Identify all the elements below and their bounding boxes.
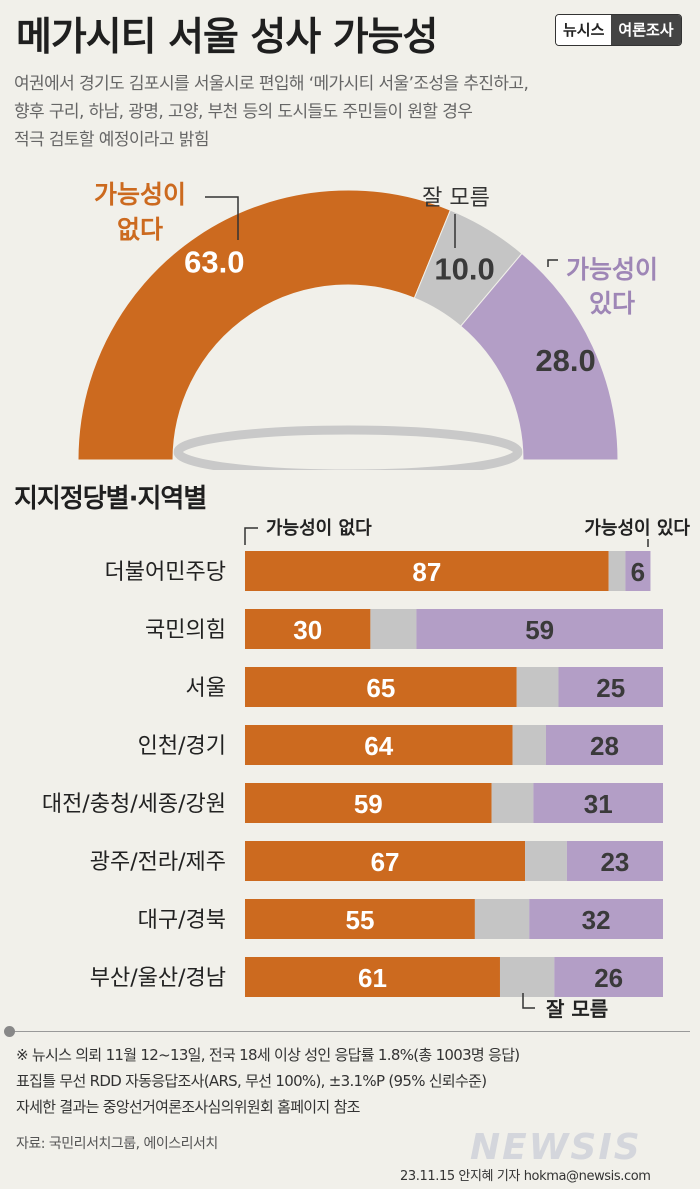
subtitle: 여권에서 경기도 김포시를 서울시로 편입해 ‘메가시티 서울’조성을 추진하고… — [14, 70, 694, 154]
note-line: 표집틀 무선 RDD 자동응답조사(ARS, 무선 100%), ±3.1%P … — [16, 1072, 487, 1090]
bar-segment-possible — [533, 783, 663, 823]
legend-label: 가능성이 — [566, 255, 658, 284]
bar-segment-unknown — [491, 783, 534, 823]
legend-label: 없다 — [117, 215, 163, 244]
bar-value-label: 64 — [364, 731, 393, 761]
callout-line — [522, 993, 535, 1009]
bar-segment-possible — [529, 899, 663, 939]
subtitle-line: 적극 검토할 예정이라고 밝힘 — [14, 130, 210, 150]
bar-segment-unknown — [370, 609, 417, 649]
category-label: 더불어민주당 — [105, 560, 226, 585]
category-label: 인천/경기 — [138, 734, 226, 759]
category-label: 대전/충청/세종/강원 — [42, 792, 226, 817]
callout-line — [205, 196, 239, 240]
category-label: 서울 — [186, 676, 226, 701]
bar-segment-possible — [625, 551, 651, 591]
brand-badge: 뉴시스 여론조사 — [555, 14, 682, 46]
bar-value-label: 32 — [582, 905, 611, 935]
legend-label: 있다 — [589, 289, 635, 318]
subtitle-line: 향후 구리, 하남, 광명, 고양, 부천 등의 도시들도 주민들이 원할 경우 — [14, 102, 473, 122]
bar-segment-impossible — [245, 551, 609, 591]
credit-text: 23.11.15 안지혜 기자 hokma@newsis.com — [400, 1169, 651, 1184]
category-label: 광주/전라/제주 — [90, 850, 226, 875]
slice-value-label: 28.0 — [535, 343, 595, 378]
bar-segment-impossible — [245, 957, 500, 997]
bar-segment-impossible — [245, 899, 475, 939]
note-line: ※ 뉴시스 의뢰 11월 12~13일, 전국 18세 이상 성인 응답률 1.… — [16, 1046, 520, 1064]
category-label: 부산/울산/경남 — [90, 966, 226, 991]
legend-label: 잘 모름 — [422, 186, 490, 211]
brand-name: 뉴시스 — [556, 15, 612, 45]
subtitle-line: 여권에서 경기도 김포시를 서울시로 편입해 ‘메가시티 서울’조성을 추진하고… — [14, 74, 529, 94]
callout-line — [547, 259, 558, 267]
bar-segment-unknown — [516, 667, 559, 707]
bar-segment-unknown — [512, 725, 546, 765]
bar-segment-impossible — [245, 725, 513, 765]
bar-value-label: 67 — [371, 847, 400, 877]
bar-segment-possible — [416, 609, 663, 649]
page-title: 메가시티 서울 성사 가능성 — [16, 15, 438, 60]
bar-value-label: 28 — [590, 731, 619, 761]
source-text: 자료: 국민리서치그룹, 에이스리서치 — [16, 1136, 218, 1152]
bar-segment-impossible — [245, 667, 517, 707]
bar-value-label: 6 — [631, 557, 645, 587]
legend-label: 가능성이 — [94, 180, 186, 209]
bar-segment-impossible — [245, 783, 492, 823]
legend-bracket — [244, 527, 258, 545]
legend-label-impossible: 가능성이 없다 — [266, 518, 372, 539]
brand-section: 여론조사 — [611, 15, 681, 45]
bar-segment-unknown — [608, 551, 626, 591]
note-line: 자세한 결과는 중앙선거여론조사심의위원회 홈페이지 참조 — [16, 1098, 360, 1116]
bar-value-label: 30 — [293, 615, 322, 645]
bar-segment-unknown — [499, 957, 555, 997]
bar-value-label: 59 — [525, 615, 554, 645]
bar-segment-possible — [566, 841, 663, 881]
bar-value-label: 55 — [345, 905, 374, 935]
bar-segment-possible — [558, 667, 663, 707]
legend-label-unknown: 잘 모름 — [546, 997, 608, 1021]
legend-label-possible: 가능성이 있다 — [584, 518, 690, 539]
section-title: 지지정당별·지역별 — [14, 484, 207, 514]
bar-segment-unknown — [525, 841, 567, 881]
bar-value-label: 61 — [358, 963, 387, 993]
divider — [10, 1031, 690, 1032]
bar-value-label: 23 — [600, 847, 629, 877]
bar-segment-unknown — [474, 899, 530, 939]
bar-segment-possible — [554, 957, 663, 997]
divider-dot — [4, 1026, 15, 1037]
bar-value-label: 26 — [594, 963, 623, 993]
bar-segment-impossible — [245, 841, 526, 881]
newsis-watermark: NEWSIS — [470, 1127, 642, 1168]
category-label: 대구/경북 — [138, 908, 226, 933]
inner-ring-decoration — [173, 425, 523, 470]
slice-value-label: 63.0 — [184, 245, 244, 280]
bar-value-label: 65 — [366, 673, 395, 703]
bar-value-label: 87 — [412, 557, 441, 587]
slice-value-label: 10.0 — [434, 252, 494, 287]
bar-segment-possible — [545, 725, 663, 765]
bar-value-label: 31 — [584, 789, 613, 819]
category-label: 국민의힘 — [145, 618, 226, 643]
bar-segment-impossible — [245, 609, 371, 649]
donut-slice-possible — [460, 252, 619, 461]
bar-value-label: 59 — [354, 789, 383, 819]
donut-slice-impossible — [77, 189, 452, 461]
bar-value-label: 25 — [596, 673, 625, 703]
survey-note: ※ 뉴시스 의뢰 11월 12~13일, 전국 18세 이상 성인 응답률 1.… — [16, 1042, 696, 1120]
